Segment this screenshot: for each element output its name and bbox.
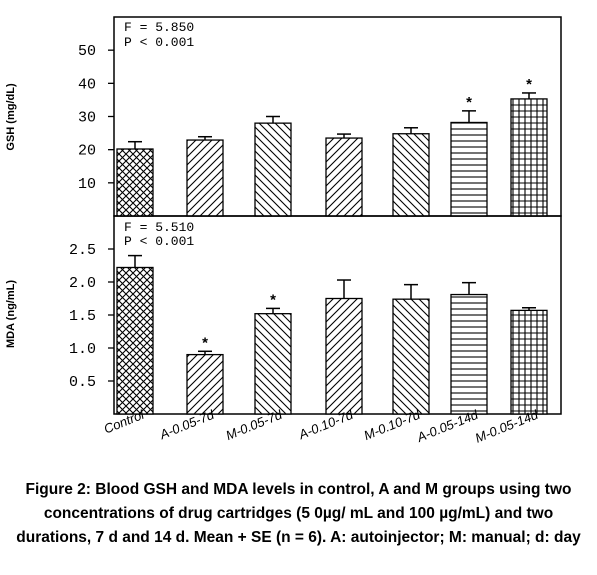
mda-bar [510, 309, 548, 415]
gsh-bar [510, 98, 548, 217]
gsh-significance-star: * [526, 76, 532, 93]
mda-y-tick-label: 2.0 [69, 275, 96, 292]
figure-caption: Figure 2: Blood GSH and MDA levels in co… [0, 478, 597, 550]
mda-significance-star: * [202, 334, 208, 351]
mda-y-tick-label: 2.5 [69, 242, 96, 259]
caption-line-3: durations, 7 d and 14 d. Mean + SE (n = … [16, 529, 581, 546]
gsh-y-tick-label: 40 [78, 76, 96, 93]
mda-bars: ** [116, 254, 548, 415]
mda-y-axis-label: MDA (ng/mL) [5, 280, 17, 348]
gsh-bar [254, 122, 292, 217]
gsh-panel: GSH (mg/dL) F = 5.850 P < 0.001 10 20 30 40… [5, 16, 562, 217]
gsh-y-axis-label: GSH (mg/dL) [5, 83, 17, 151]
x-axis-labels: Control A-0.05-7d M-0.05-7d A-0.10-7d M-0.10… [102, 406, 541, 445]
gsh-stat-f: F = 5.850 [124, 20, 194, 35]
mda-stat-f: F = 5.510 [124, 220, 194, 235]
mda-bar [450, 293, 488, 415]
mda-y-ticks: 0.5 1.0 1.5 2.0 2.5 [69, 242, 114, 391]
mda-y-tick-label: 1.5 [69, 308, 96, 325]
x-tick-label: M-0.10-7d [362, 407, 423, 443]
gsh-bar [325, 137, 363, 217]
caption-line-2: concentrations of drug cartridges (5 0µg… [43, 505, 554, 522]
gsh-stat-p: P < 0.001 [124, 35, 194, 50]
mda-panel: MDA (ng/mL) F = 5.510 P < 0.001 0.5 1.0 1.… [5, 215, 562, 415]
mda-y-tick-label: 1.0 [69, 341, 96, 358]
x-tick-label: M-0.05-7d [224, 407, 285, 443]
mda-stat-p: P < 0.001 [124, 234, 194, 249]
gsh-bar [392, 133, 430, 217]
mda-significance-star: * [270, 291, 276, 308]
figure: GSH (mg/dL) F = 5.850 P < 0.001 10 20 30 40… [5, 16, 562, 446]
mda-y-tick-label: 0.5 [69, 374, 96, 391]
mda-bar [325, 297, 363, 415]
gsh-bar [186, 139, 224, 217]
mda-bar [392, 298, 430, 415]
gsh-bars: ** [116, 76, 548, 217]
gsh-y-tick-label: 10 [78, 176, 96, 193]
gsh-significance-star: * [466, 94, 472, 111]
mda-bar [186, 353, 224, 415]
gsh-bar [116, 148, 154, 217]
gsh-y-tick-label: 30 [78, 110, 96, 127]
mda-bar [116, 266, 154, 415]
mda-bar [254, 313, 292, 415]
caption-line-1: Figure 2: Blood GSH and MDA levels in co… [25, 481, 572, 498]
gsh-y-tick-label: 50 [78, 43, 96, 60]
gsh-bar [450, 121, 488, 217]
gsh-y-ticks: 10 20 30 40 50 [78, 43, 114, 193]
gsh-y-tick-label: 20 [78, 143, 96, 160]
